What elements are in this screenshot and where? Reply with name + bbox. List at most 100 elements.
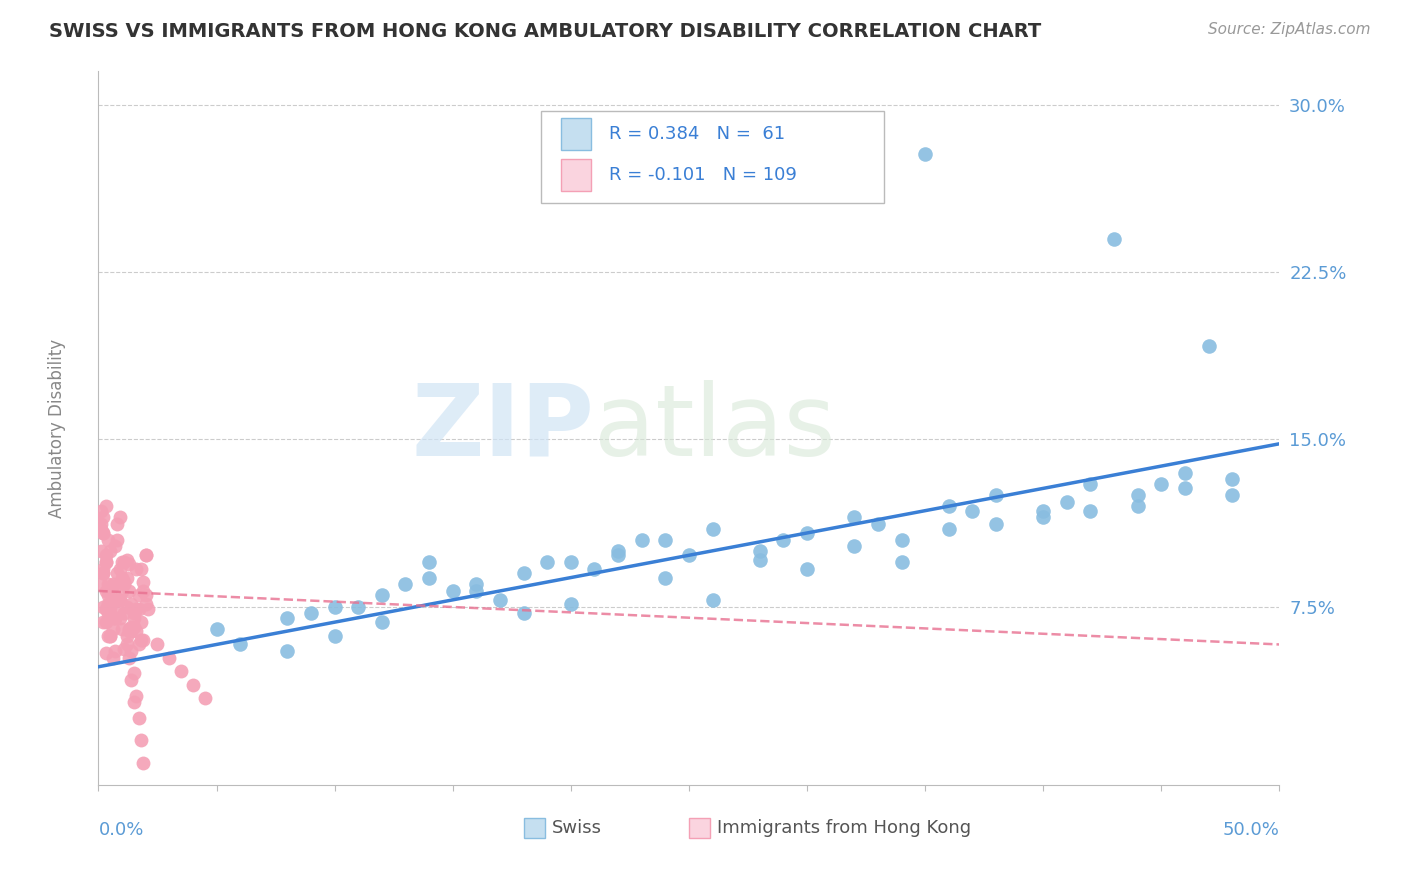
Point	[489, 592, 512, 607]
Point	[122, 666, 145, 681]
Text: Swiss: Swiss	[553, 820, 602, 838]
Point	[890, 555, 912, 569]
Text: R = 0.384   N =  61: R = 0.384 N = 61	[609, 125, 785, 143]
Text: Ambulatory Disability: Ambulatory Disability	[48, 339, 66, 517]
Point	[112, 575, 135, 590]
Point	[844, 539, 866, 553]
Point	[90, 521, 112, 535]
Point	[111, 575, 134, 590]
Text: Source: ZipAtlas.com: Source: ZipAtlas.com	[1208, 22, 1371, 37]
Point	[115, 571, 138, 585]
Point	[748, 552, 770, 567]
Point	[94, 615, 117, 630]
Point	[115, 628, 138, 642]
Point	[157, 651, 180, 665]
Point	[938, 500, 960, 514]
Point	[108, 592, 131, 607]
Point	[371, 615, 394, 630]
Point	[108, 510, 131, 524]
Point	[418, 555, 440, 569]
Point	[135, 548, 157, 563]
Point	[654, 533, 676, 547]
Point	[394, 577, 416, 591]
Point	[181, 678, 204, 692]
Point	[122, 610, 145, 624]
Point	[94, 602, 117, 616]
Point	[104, 644, 127, 658]
Point	[97, 607, 120, 621]
Point	[112, 577, 135, 591]
Point	[111, 583, 134, 598]
Point	[128, 637, 150, 651]
Point	[560, 598, 582, 612]
Point	[796, 562, 818, 576]
Point	[135, 598, 157, 612]
Point	[91, 599, 114, 614]
Point	[132, 633, 155, 648]
Point	[583, 562, 606, 576]
Point	[630, 533, 652, 547]
Point	[104, 592, 127, 607]
Point	[122, 607, 145, 621]
Point	[125, 562, 148, 576]
Point	[97, 589, 120, 603]
Point	[129, 633, 152, 648]
Point	[560, 555, 582, 569]
Point	[112, 555, 135, 569]
Point	[98, 628, 121, 642]
Point	[108, 562, 131, 576]
Point	[101, 577, 124, 591]
Text: R = -0.101   N = 109: R = -0.101 N = 109	[609, 166, 797, 184]
Point	[1056, 494, 1078, 508]
Point	[91, 615, 114, 630]
Point	[132, 583, 155, 598]
Point	[1032, 503, 1054, 517]
Point	[702, 592, 724, 607]
Point	[1126, 488, 1149, 502]
Text: Immigrants from Hong Kong: Immigrants from Hong Kong	[717, 820, 972, 838]
Point	[118, 583, 141, 598]
Point	[772, 533, 794, 547]
Point	[94, 555, 117, 569]
Point	[121, 624, 143, 639]
Point	[135, 548, 157, 563]
Point	[299, 607, 322, 621]
Point	[1080, 476, 1102, 491]
Point	[136, 602, 159, 616]
Point	[98, 607, 121, 621]
Point	[98, 543, 121, 558]
Point	[512, 607, 534, 621]
Point	[1080, 503, 1102, 517]
Point	[111, 622, 134, 636]
Point	[1174, 466, 1197, 480]
Point	[115, 552, 138, 567]
Point	[1102, 232, 1125, 246]
Point	[108, 592, 131, 607]
Point	[105, 592, 128, 607]
Point	[129, 615, 152, 630]
Point	[91, 562, 114, 576]
Point	[607, 548, 630, 563]
Point	[125, 602, 148, 616]
Point	[104, 539, 127, 553]
Point	[128, 602, 150, 616]
Point	[97, 628, 120, 642]
Point	[1150, 476, 1173, 491]
Point	[105, 566, 128, 581]
Point	[1220, 473, 1243, 487]
FancyBboxPatch shape	[561, 159, 591, 191]
Point	[121, 673, 143, 687]
Point	[112, 642, 135, 657]
Point	[229, 637, 252, 651]
Point	[129, 562, 152, 576]
Point	[101, 610, 124, 624]
FancyBboxPatch shape	[523, 819, 546, 838]
Point	[91, 510, 114, 524]
Point	[118, 651, 141, 665]
Point	[984, 516, 1007, 531]
Point	[91, 526, 114, 541]
Point	[146, 637, 169, 651]
Point	[118, 557, 141, 572]
Point	[347, 599, 370, 614]
Point	[91, 566, 114, 581]
